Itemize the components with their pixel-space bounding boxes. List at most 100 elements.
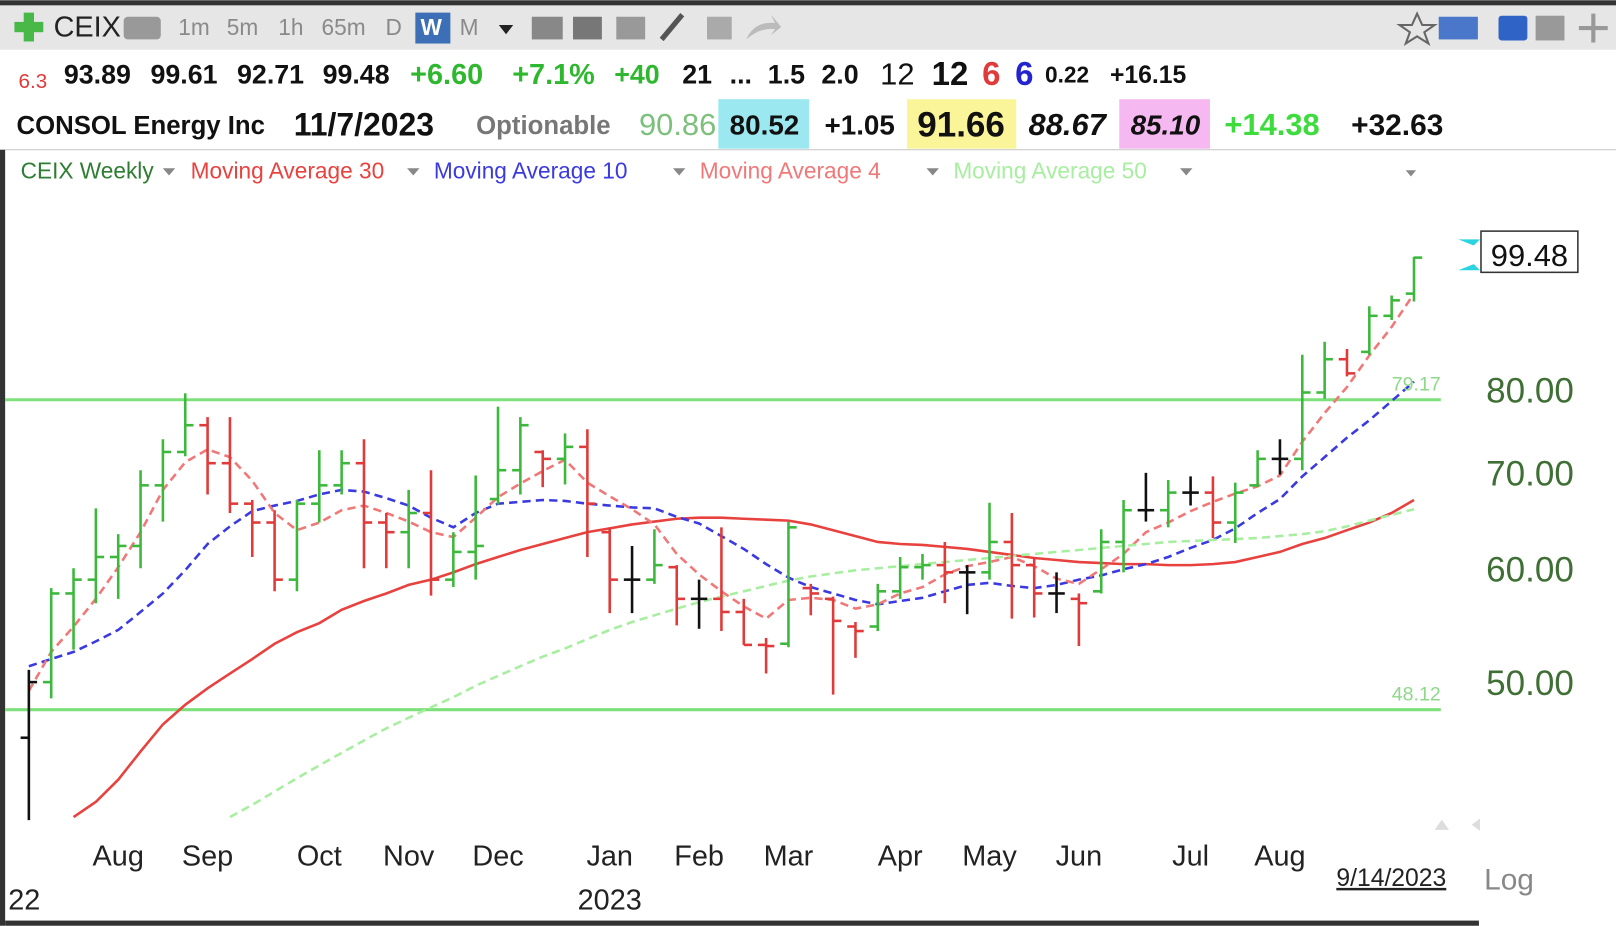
legend-menu (672, 168, 686, 176)
x-tick-label: May (962, 840, 1017, 872)
price-bar (199, 417, 216, 495)
y-tick-label: 60.00 (1486, 551, 1574, 590)
quote-field: 12 (932, 55, 969, 92)
quote-field: +14.38 (1224, 107, 1319, 142)
tool-icon[interactable] (531, 16, 563, 40)
note-icon[interactable] (707, 16, 732, 40)
price-bar (757, 637, 775, 674)
legend-entry[interactable]: Moving Average 10 (434, 157, 628, 183)
price-bar (1316, 341, 1333, 399)
legend-entry[interactable]: Moving Average 30 (191, 157, 385, 183)
price-bar (579, 429, 596, 557)
pen-icon[interactable] (659, 13, 685, 42)
x-tick-label: Dec (472, 840, 523, 872)
quote-field: CONSOL Energy Inc (16, 112, 265, 140)
legend-menu (407, 168, 420, 176)
star-icon[interactable] (1396, 11, 1438, 47)
legend-entry[interactable]: CEIX Weekly (21, 157, 155, 183)
quote-highlight (718, 99, 810, 149)
price-bar (534, 450, 551, 488)
price-bar (1070, 593, 1088, 647)
quote-field: Optionable (476, 112, 610, 140)
y-tick-label: 50.00 (1486, 664, 1574, 703)
quote-field: +6.60 (410, 59, 483, 91)
price-bar (1160, 479, 1177, 528)
quote-field: 90.86 (639, 107, 716, 142)
move-icon[interactable] (1578, 13, 1608, 43)
price-bar (1115, 499, 1132, 573)
quote-field: 92.71 (237, 60, 304, 90)
interval-button[interactable]: 65m (322, 14, 366, 40)
legend-entry[interactable]: Moving Average 4 (700, 157, 881, 183)
price-bar (735, 598, 753, 647)
price-bar (1227, 482, 1244, 543)
rt-icon[interactable] (1438, 16, 1478, 40)
price-bar (42, 588, 60, 699)
price-bar (847, 622, 864, 658)
price-bar (1137, 472, 1155, 522)
quote-field: 6.3 (19, 70, 48, 93)
print-icon[interactable] (123, 16, 161, 40)
dropdown-icon[interactable] (498, 24, 514, 35)
quote-field: 6 (982, 55, 1000, 92)
quote-field: +1.05 (824, 109, 894, 140)
y-tick-label: 80.00 (1486, 372, 1574, 411)
x-tick-label: Aug (1254, 840, 1305, 872)
quote-field: 0.22 (1045, 62, 1089, 88)
price-bar (266, 510, 283, 592)
quote-field: +32.63 (1351, 109, 1443, 142)
price-bar (1405, 256, 1423, 302)
price-bar (154, 439, 172, 522)
share-icon[interactable] (746, 14, 782, 40)
scroll-arrows[interactable] (1434, 818, 1480, 831)
price-bar (65, 568, 82, 650)
quote-field: 91.66 (917, 105, 1005, 144)
price-bar (87, 508, 105, 604)
price-bar (668, 565, 685, 626)
bars-icon[interactable] (573, 16, 602, 40)
quote-field: ... (730, 60, 752, 90)
price-bar (690, 579, 708, 629)
symbol[interactable]: CEIX (54, 12, 121, 44)
save-icon[interactable] (1535, 15, 1565, 41)
x-tick-label: Nov (383, 840, 435, 872)
price-bar (355, 439, 373, 569)
plot-area (5, 256, 1452, 821)
moving-average-line (27, 292, 1416, 692)
legend-menu[interactable] (1405, 170, 1417, 177)
interval-button[interactable]: D (385, 14, 401, 40)
price-bar (824, 596, 842, 695)
interval-button[interactable]: 5m (227, 14, 258, 40)
price-bar (1003, 513, 1021, 619)
price-bar (445, 532, 462, 588)
quote-field: +40 (614, 60, 659, 90)
interval-button[interactable]: M (460, 14, 479, 40)
x-tick-label: Jul (1172, 840, 1209, 872)
grid-icon[interactable] (616, 16, 646, 40)
price-bar (489, 406, 507, 505)
interval-button[interactable]: W (420, 14, 442, 40)
quote-field: 88.67 (1029, 107, 1108, 142)
price-bar (132, 470, 149, 569)
legend-entry[interactable]: Moving Average 50 (953, 157, 1147, 183)
price-bar (646, 529, 663, 584)
interval-button[interactable]: 1h (278, 14, 303, 40)
price-bar (1383, 295, 1400, 320)
price-bar (869, 583, 887, 632)
quote-field: 99.61 (150, 60, 217, 90)
quote-field: 80.52 (730, 109, 800, 140)
price-bar (981, 502, 998, 580)
quote-field: +16.15 (1110, 62, 1187, 89)
price-bar (333, 450, 350, 495)
price-bar (891, 556, 909, 599)
price-bar (1204, 476, 1222, 539)
price-marker-box (1480, 230, 1579, 274)
x-tick-label: Jan (586, 840, 633, 872)
add-icon[interactable] (14, 12, 44, 42)
price-bar (1182, 476, 1199, 506)
scale-mode-toggle[interactable]: Log (1484, 863, 1534, 896)
s-icon[interactable] (1498, 15, 1528, 41)
price-bar (623, 545, 641, 614)
quote-field: 11/7/2023 (294, 106, 434, 142)
interval-button[interactable]: 1m (178, 14, 209, 40)
